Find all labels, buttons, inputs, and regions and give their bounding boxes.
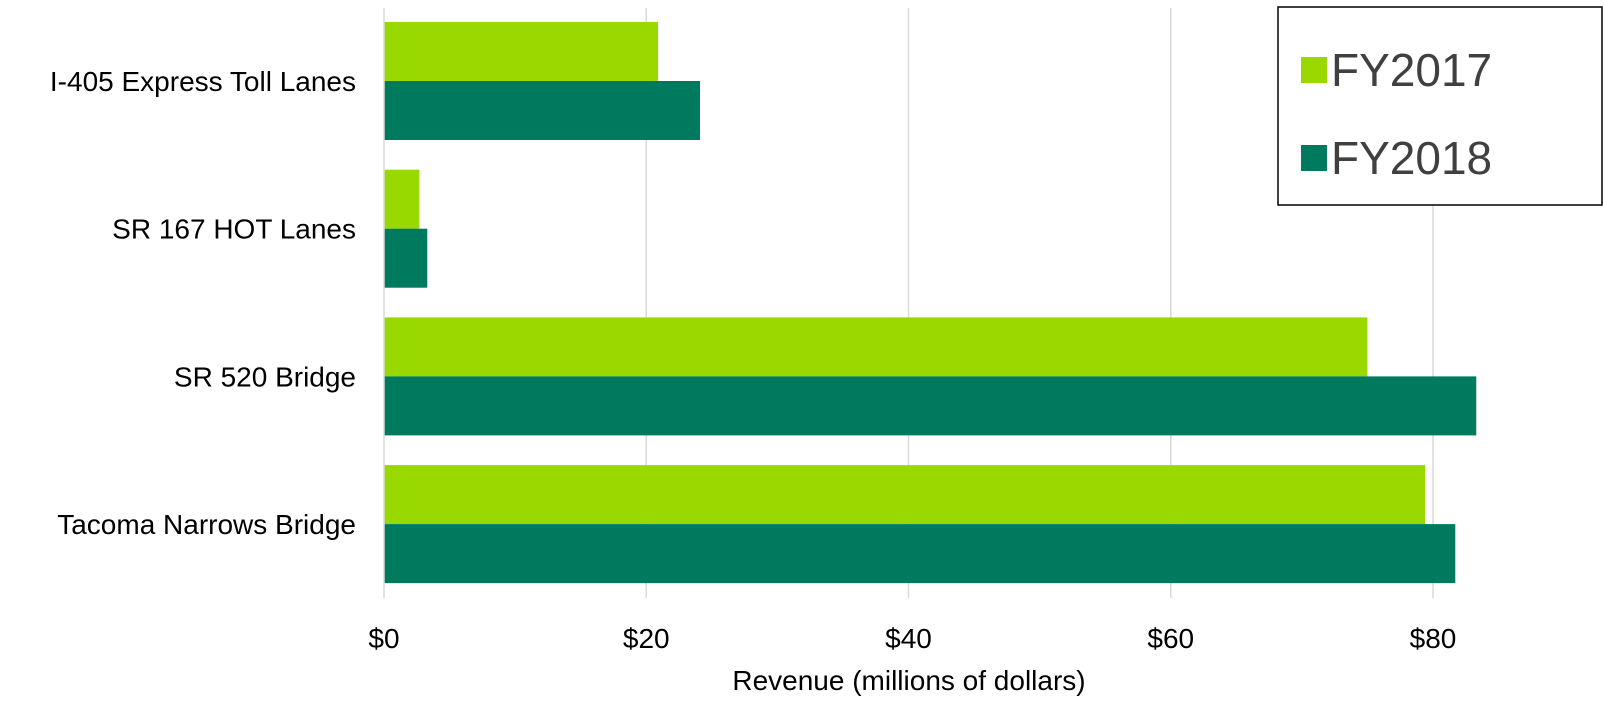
bar-series: [384, 22, 1477, 584]
bar-fy2018: [384, 81, 701, 140]
x-tick-label: $60: [1147, 623, 1194, 654]
x-tick-label: $40: [885, 623, 932, 654]
bar-fy2017: [384, 317, 1368, 377]
x-tick-label: $20: [623, 623, 670, 654]
legend-swatch-fy2017: [1301, 57, 1327, 83]
bar-fy2017: [384, 22, 659, 81]
legend: FY2017 FY2018: [1277, 6, 1603, 206]
bar-fy2018: [384, 376, 1477, 436]
x-tick-label: $80: [1410, 623, 1457, 654]
legend-swatch-fy2018: [1301, 145, 1327, 171]
x-tick-labels: $0 $20 $40 $60 $80: [368, 623, 1456, 654]
bar-fy2017: [384, 465, 1426, 525]
category-label: SR 167 HOT Lanes: [112, 214, 356, 245]
x-tick-label: $0: [368, 623, 399, 654]
category-labels: I-405 Express Toll Lanes SR 167 HOT Lanes…: [50, 66, 356, 540]
category-label: I-405 Express Toll Lanes: [50, 66, 356, 97]
category-label: SR 520 Bridge: [174, 361, 356, 392]
bar-fy2018: [384, 228, 428, 288]
bar-fy2018: [384, 524, 1456, 584]
category-label: Tacoma Narrows Bridge: [57, 509, 356, 540]
legend-label-fy2018: FY2018: [1331, 132, 1492, 184]
x-axis-title: Revenue (millions of dollars): [732, 665, 1085, 696]
legend-box: [1277, 6, 1603, 206]
legend-label-fy2017: FY2017: [1331, 44, 1492, 96]
bar-fy2017: [384, 169, 420, 229]
